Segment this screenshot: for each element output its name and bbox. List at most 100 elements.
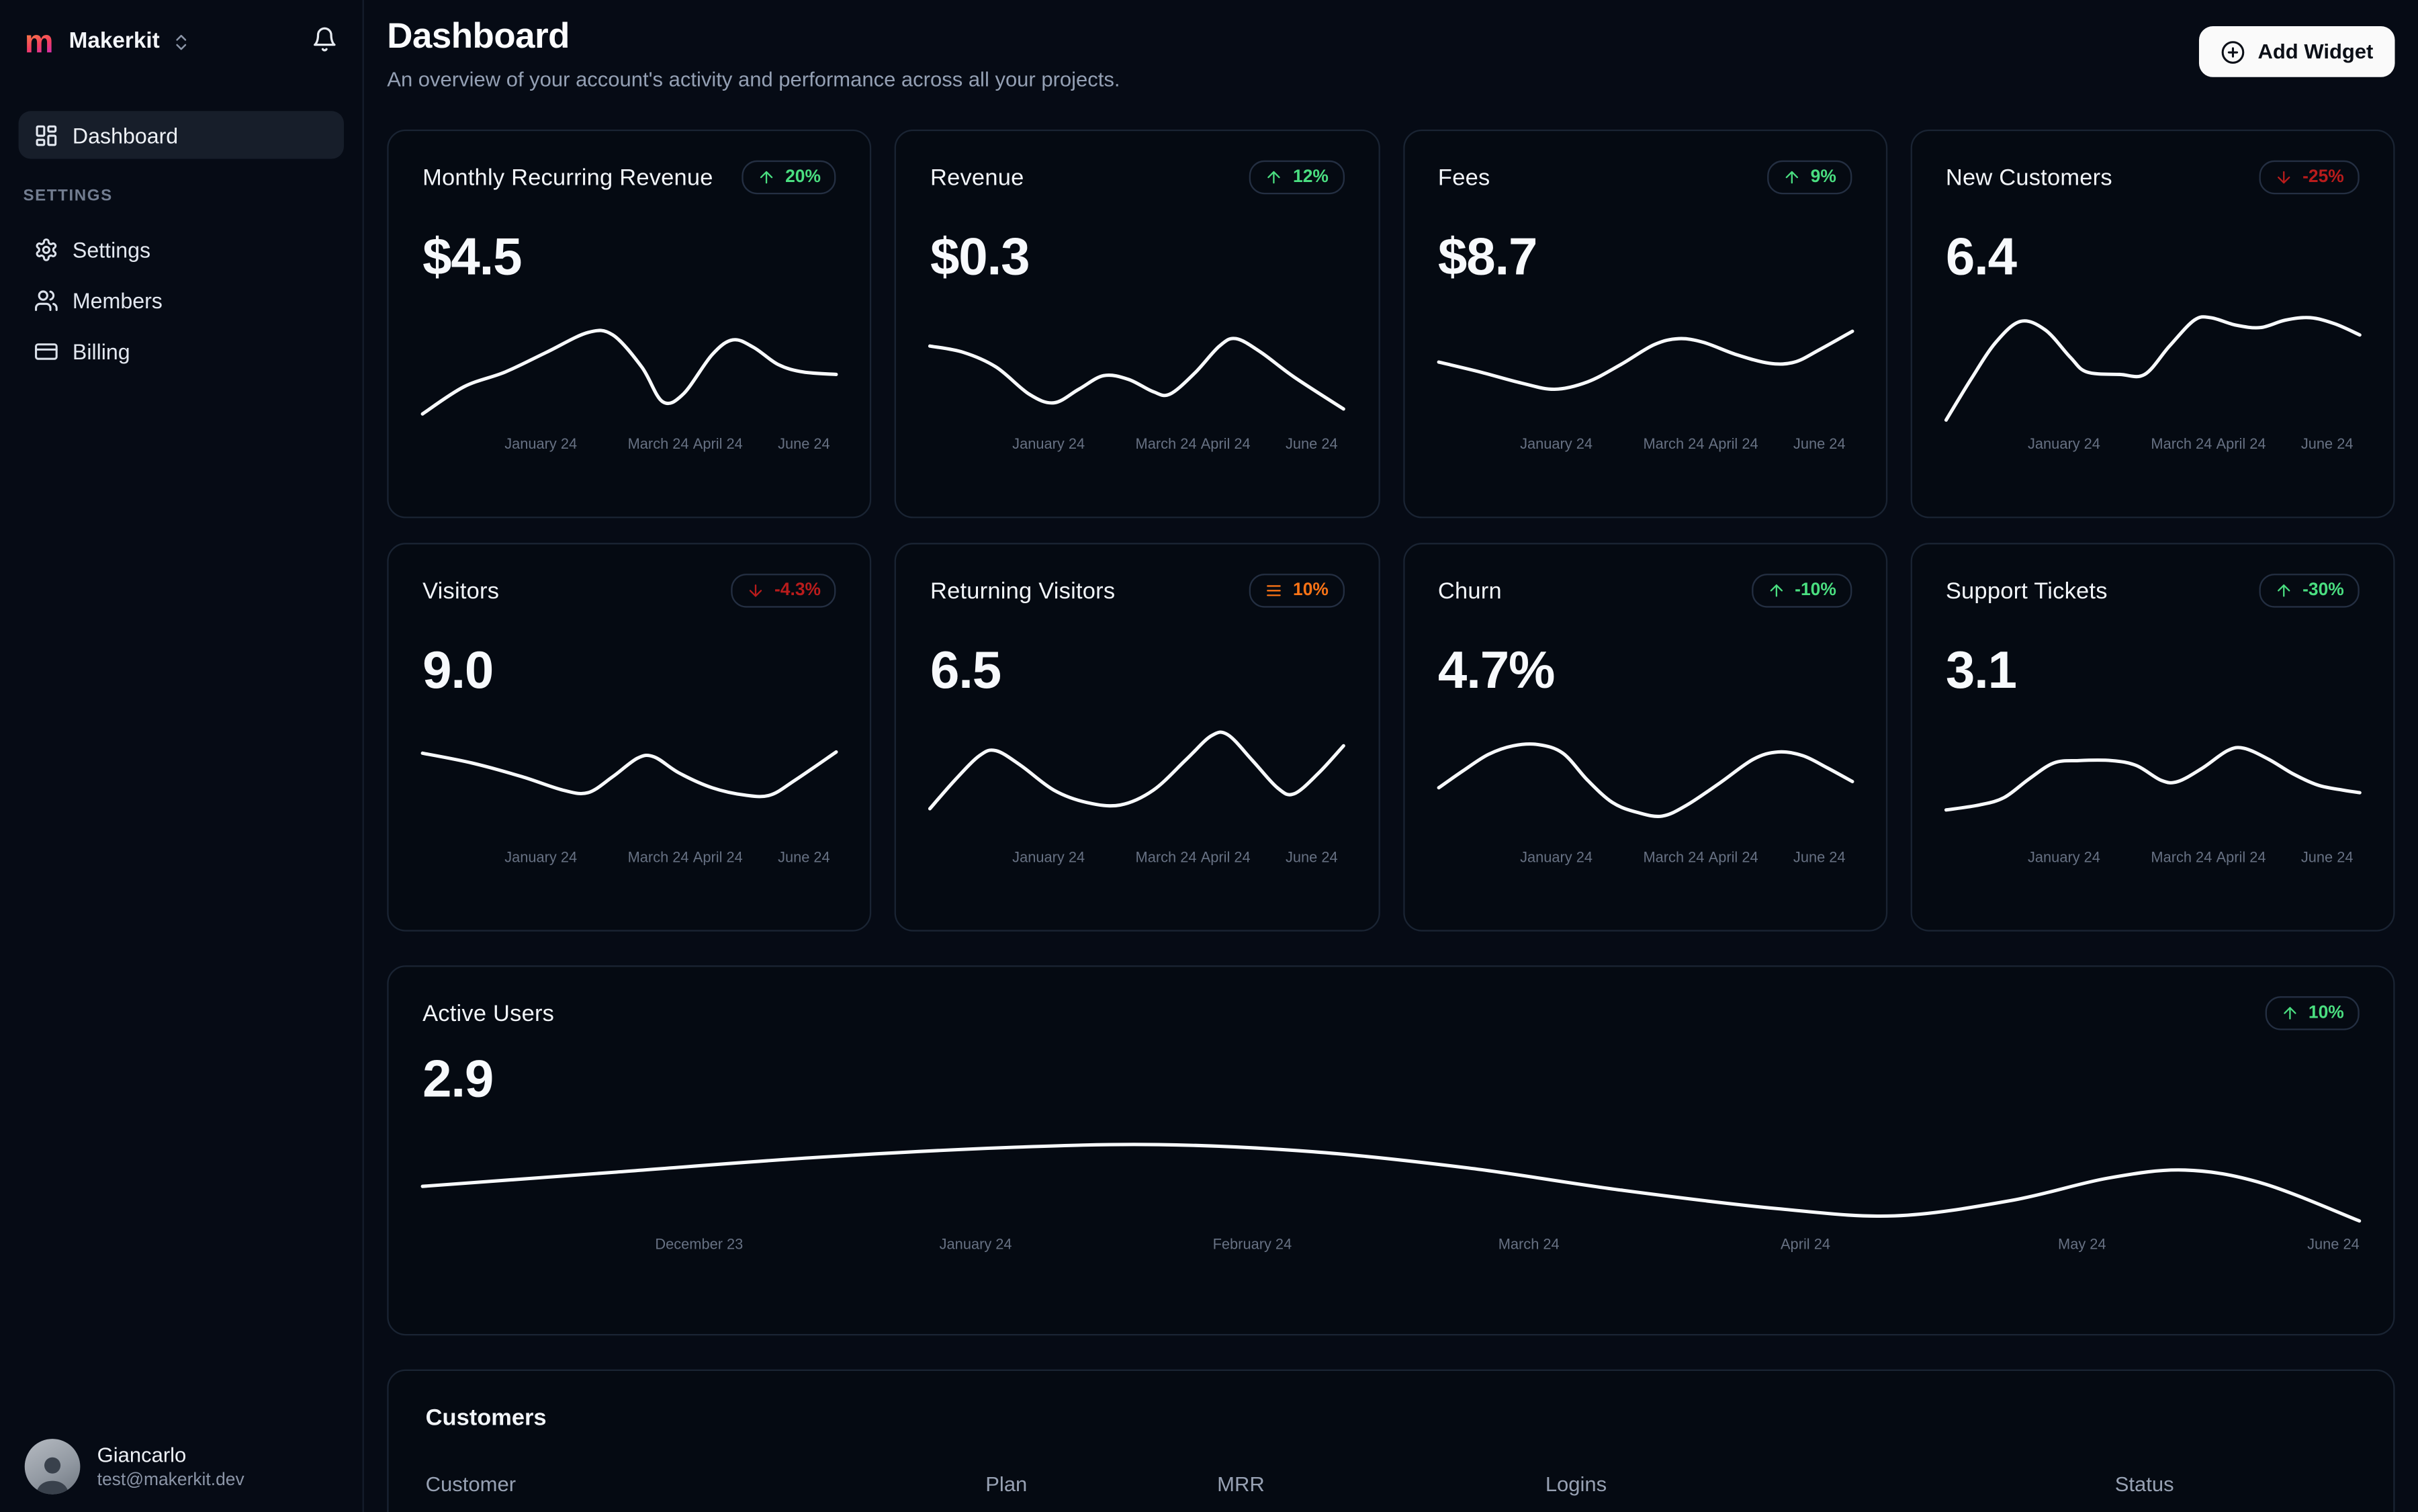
x-axis-labels: January 24 March 24 April 24 June 24 — [1946, 437, 2360, 455]
card-title: Revenue — [930, 165, 1024, 191]
x-axis-labels: January 24 March 24 April 24 June 24 — [422, 850, 836, 869]
sidebar-item-dashboard[interactable]: Dashboard — [18, 111, 344, 159]
page-subtitle: An overview of your account's activity a… — [387, 68, 1120, 91]
axis-label: January 24 — [2028, 436, 2100, 453]
axis-label: April 24 — [1781, 1237, 1830, 1254]
card-title: Visitors — [422, 578, 500, 605]
arrow-up-icon — [1770, 584, 1783, 597]
notifications-button[interactable] — [312, 26, 338, 57]
workspace-switcher[interactable]: m Makerkit — [0, 0, 363, 62]
sidebar-item-label: Billing — [72, 338, 130, 363]
metric-value: $8.7 — [1437, 228, 1538, 287]
sidebar: m Makerkit Dashboard SETTINGS Settings Me… — [0, 0, 364, 1512]
axis-label: January 24 — [504, 850, 578, 867]
card-chart: January 24 March 24 April 24 June 24 — [1438, 719, 1852, 869]
axis-label: June 24 — [2300, 850, 2354, 867]
metric-value: 6.5 — [930, 641, 1001, 701]
bell-icon — [312, 26, 338, 57]
card-chart: January 24 March 24 April 24 June 24 — [930, 719, 1344, 869]
card-title: Churn — [1437, 578, 1502, 605]
trend-value: -10% — [1795, 581, 1836, 601]
axis-label: March 24 — [627, 850, 689, 867]
metric-value: 9.0 — [422, 641, 494, 701]
axis-label: June 24 — [2300, 436, 2354, 453]
metric-card-fees: Fees 9% $8.7 January 24 March 24 April 24 J… — [1402, 129, 1887, 519]
axis-label: April 24 — [1200, 436, 1251, 453]
card-chart: December 23 January 24 February 24 March 24… — [422, 1127, 2360, 1255]
workspace-name: Makerkit — [69, 29, 160, 54]
user-menu[interactable]: Giancarlo test@makerkit.dev — [24, 1438, 244, 1494]
customers-card: Customers Customer Plan MRR Logins Status — [387, 1369, 2395, 1512]
sparkline-chart — [422, 306, 836, 429]
axis-label: April 24 — [1708, 436, 1758, 453]
column-header-mrr: MRR — [1217, 1472, 1265, 1497]
sparkline-chart — [1438, 306, 1852, 429]
page-title: Dashboard — [387, 15, 570, 56]
trend-badge: 9% — [1767, 160, 1852, 195]
sidebar-item-label: Members — [72, 287, 163, 312]
add-widget-label: Add Widget — [2257, 40, 2374, 64]
x-axis-labels: January 24 March 24 April 24 June 24 — [930, 850, 1344, 869]
axis-label: January 24 — [504, 436, 578, 453]
sidebar-item-members[interactable]: Members — [19, 275, 344, 326]
plus-circle-icon — [2221, 40, 2245, 63]
add-widget-button[interactable]: Add Widget — [2199, 26, 2395, 77]
axis-label: June 24 — [1285, 850, 1338, 867]
metric-card-visitors: Visitors -4.3% 9.0 January 24 March 24 Apr… — [387, 543, 872, 932]
axis-label: March 24 — [2151, 850, 2212, 867]
trend-badge: -10% — [1751, 574, 1852, 608]
active-users-section: Active Users 10% 2.9 December 23 January … — [387, 965, 2395, 1336]
metric-card-new-customers: New Customers -25% 6.4 January 24 March 2… — [1910, 129, 2395, 519]
customers-title: Customers — [425, 1405, 547, 1431]
axis-label: April 24 — [1708, 850, 1758, 867]
sidebar-item-label: Settings — [72, 236, 151, 262]
trend-value: -25% — [2302, 168, 2344, 187]
axis-label: June 24 — [778, 850, 830, 867]
column-header-status: Status — [2114, 1472, 2174, 1497]
chevrons-up-down-icon — [171, 32, 191, 52]
customers-table-header: Customer Plan MRR Logins Status — [426, 1473, 2356, 1512]
axis-label: April 24 — [2216, 850, 2266, 867]
sidebar-item-settings[interactable]: Settings — [19, 224, 344, 275]
column-header-customer: Customer — [425, 1472, 517, 1497]
arrow-down-icon — [2278, 171, 2290, 184]
card-chart: January 24 March 24 April 24 June 24 — [930, 306, 1344, 455]
makerkit-logo: m — [24, 24, 54, 60]
card-title: Returning Visitors — [930, 578, 1116, 605]
card-title: New Customers — [1945, 165, 2112, 191]
axis-label: May 24 — [2058, 1237, 2106, 1254]
user-email: test@makerkit.dev — [97, 1470, 244, 1489]
sidebar-item-billing[interactable]: Billing — [19, 325, 344, 376]
trend-value: -4.3% — [774, 581, 821, 601]
axis-label: April 24 — [2216, 436, 2266, 453]
sparkline-chart — [930, 306, 1344, 429]
trend-value: 9% — [1810, 168, 1836, 187]
metric-value: 6.4 — [1945, 228, 2017, 287]
axis-label: April 24 — [1200, 850, 1251, 867]
trend-value: 12% — [1293, 168, 1329, 187]
axis-label: January 24 — [2028, 850, 2100, 867]
trend-value: 10% — [1293, 581, 1329, 601]
card-title: Fees — [1437, 165, 1490, 191]
sidebar-item-label: Dashboard — [72, 122, 179, 148]
axis-label: December 23 — [655, 1237, 744, 1254]
layout-dashboard-icon — [36, 124, 57, 146]
card-chart: January 24 March 24 April 24 June 24 — [1946, 719, 2360, 869]
metric-value: 2.9 — [422, 1050, 494, 1109]
page-header: Dashboard An overview of your account's … — [387, 15, 2395, 91]
trend-value: 20% — [785, 168, 821, 187]
users-icon — [35, 290, 58, 310]
arrow-up-icon — [1785, 171, 1799, 184]
settings-section-label: SETTINGS — [23, 186, 113, 206]
sparkline-chart — [1946, 306, 2360, 429]
trend-value: -30% — [2302, 581, 2344, 601]
arrow-up-icon — [2284, 1007, 2296, 1020]
user-name: Giancarlo — [97, 1443, 187, 1466]
sidebar-settings-nav: Settings Members Billing — [0, 224, 363, 376]
axis-label: March 24 — [627, 436, 689, 453]
trend-badge: 10% — [2265, 996, 2360, 1030]
axis-label: June 24 — [778, 436, 830, 453]
column-header-logins: Logins — [1545, 1472, 1607, 1497]
axis-label: January 24 — [939, 1237, 1012, 1254]
sparkline-chart — [1946, 719, 2360, 842]
